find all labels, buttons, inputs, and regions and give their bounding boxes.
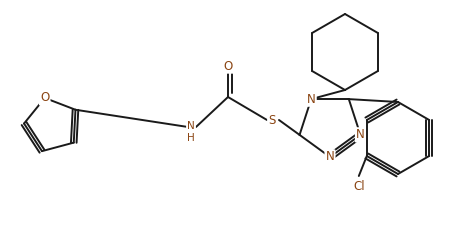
Text: N: N	[307, 93, 316, 106]
Text: N
H: N H	[187, 121, 195, 143]
Text: O: O	[224, 59, 233, 72]
Text: N: N	[325, 151, 334, 163]
Text: N: N	[356, 128, 365, 141]
Text: O: O	[40, 91, 50, 104]
Text: Cl: Cl	[353, 180, 364, 192]
Text: S: S	[269, 114, 276, 126]
